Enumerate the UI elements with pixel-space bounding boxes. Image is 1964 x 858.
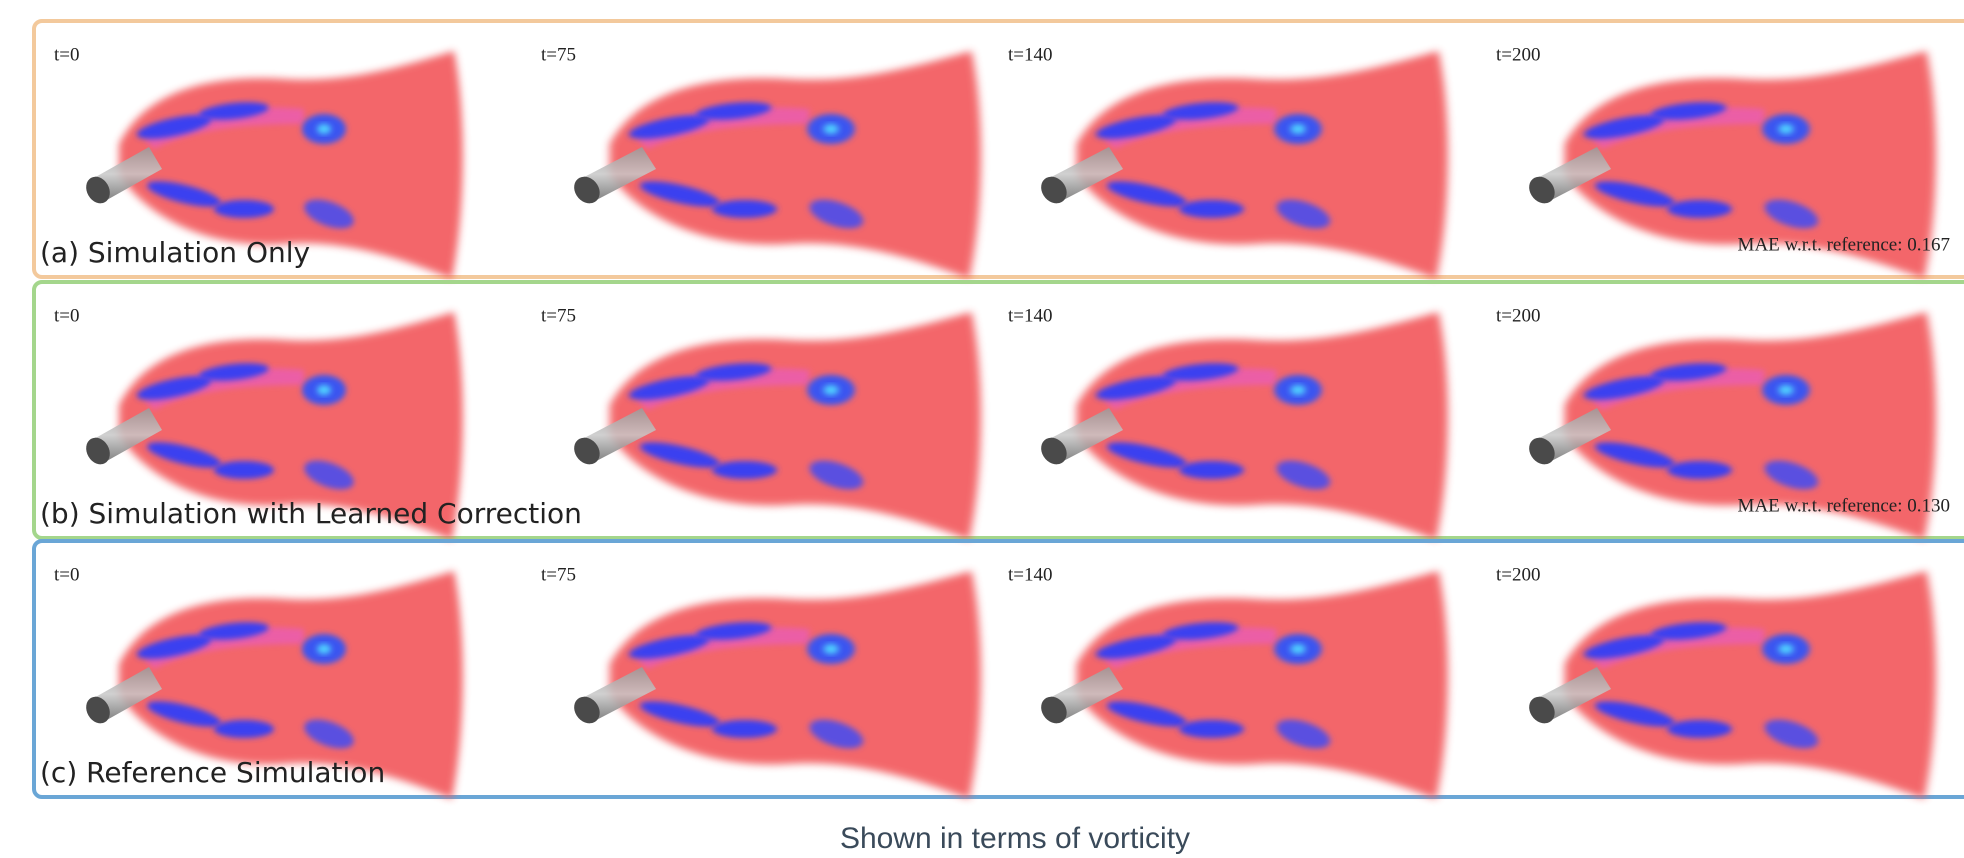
mae-label: MAE w.r.t. reference: 0.130 <box>1738 495 1950 516</box>
vorticity-render <box>569 51 981 279</box>
time-label: t=75 <box>541 305 576 326</box>
time-label: t=0 <box>54 44 80 65</box>
panel-label: (c) Reference Simulation <box>40 756 385 789</box>
panel-label: (b) Simulation with Learned Correction <box>40 497 582 530</box>
time-label: t=140 <box>1008 305 1053 326</box>
time-label: t=140 <box>1008 44 1053 65</box>
time-label: t=140 <box>1008 564 1053 585</box>
time-label: t=75 <box>541 564 576 585</box>
vorticity-render <box>1036 312 1448 540</box>
vorticity-render <box>1524 571 1936 799</box>
flow-image <box>1524 571 1936 799</box>
vorticity-render <box>569 571 981 799</box>
flow-image <box>1036 312 1448 540</box>
flow-image <box>1036 571 1448 799</box>
vorticity-render <box>1036 51 1448 279</box>
time-label: t=75 <box>541 44 576 65</box>
panel-label: (a) Simulation Only <box>40 236 310 269</box>
time-label: t=200 <box>1496 305 1541 326</box>
vorticity-render <box>1036 571 1448 799</box>
time-label: t=200 <box>1496 44 1541 65</box>
flow-image <box>569 312 981 540</box>
mae-label: MAE w.r.t. reference: 0.167 <box>1738 234 1950 255</box>
caption: Shown in terms of vorticity <box>840 822 1190 855</box>
flow-image <box>569 571 981 799</box>
time-label: t=0 <box>54 564 80 585</box>
vorticity-render <box>569 312 981 540</box>
flow-image <box>1036 51 1448 279</box>
flow-image <box>569 51 981 279</box>
time-label: t=0 <box>54 305 80 326</box>
figure: t=0 t=75 t=140 t=200 (a) Simulation Only MAE … <box>0 0 1964 858</box>
time-label: t=200 <box>1496 564 1541 585</box>
